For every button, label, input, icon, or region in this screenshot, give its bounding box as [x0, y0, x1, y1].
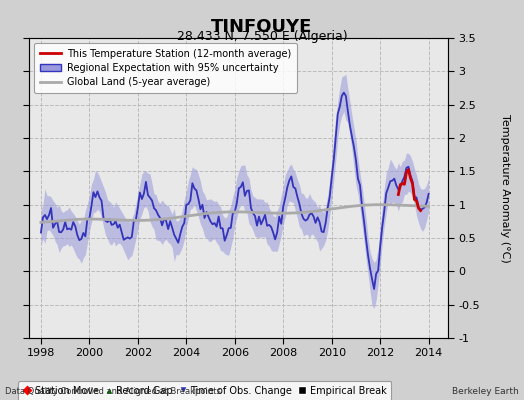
Text: Data Quality Controlled and Aligned at Breakpoints: Data Quality Controlled and Aligned at B… [5, 387, 221, 396]
Text: 28.433 N, 7.550 E (Algeria): 28.433 N, 7.550 E (Algeria) [177, 30, 347, 43]
Legend: Station Move, Record Gap, Time of Obs. Change, Empirical Break: Station Move, Record Gap, Time of Obs. C… [18, 381, 391, 400]
Text: TINFOUYE: TINFOUYE [211, 18, 313, 36]
Text: Berkeley Earth: Berkeley Earth [452, 387, 519, 396]
Y-axis label: Temperature Anomaly (°C): Temperature Anomaly (°C) [499, 114, 509, 262]
